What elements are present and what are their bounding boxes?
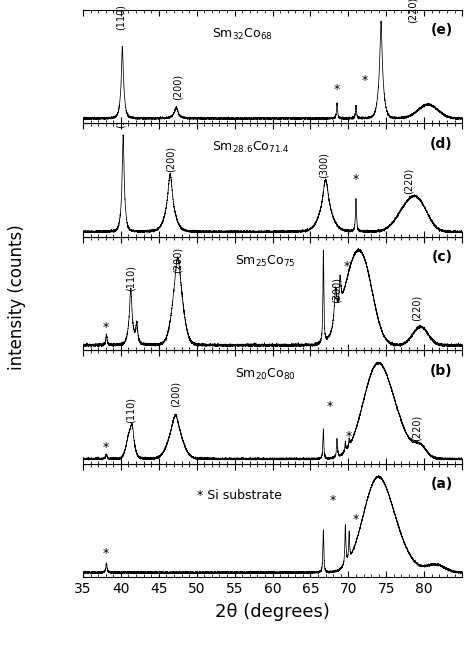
Text: Sm$_{28.6}$Co$_{71.4}$: Sm$_{28.6}$Co$_{71.4}$: [212, 140, 289, 155]
Text: *: *: [353, 513, 359, 526]
Text: (e): (e): [430, 23, 453, 37]
Text: (220): (220): [411, 295, 422, 321]
Text: Sm$_{32}$Co$_{68}$: Sm$_{32}$Co$_{68}$: [212, 26, 273, 42]
Text: (b): (b): [430, 364, 453, 378]
Text: (200): (200): [171, 381, 181, 407]
Text: *: *: [334, 83, 340, 96]
Text: (110): (110): [126, 265, 136, 291]
Text: *: *: [102, 441, 109, 453]
Text: *: *: [102, 547, 109, 561]
Text: (c): (c): [432, 250, 453, 264]
Text: *: *: [362, 74, 368, 87]
Text: * Si substrate: * Si substrate: [197, 489, 282, 502]
Text: (300): (300): [332, 277, 342, 303]
Text: (220): (220): [408, 0, 418, 23]
Text: *: *: [353, 173, 359, 186]
Text: (200): (200): [173, 74, 183, 101]
Text: intensity (counts): intensity (counts): [8, 224, 26, 370]
Text: (200): (200): [173, 247, 183, 273]
Text: *: *: [345, 430, 352, 443]
Text: (110): (110): [116, 102, 126, 128]
Text: *: *: [344, 260, 350, 273]
Text: (a): (a): [430, 477, 453, 491]
X-axis label: 2θ (degrees): 2θ (degrees): [215, 603, 330, 621]
Text: (220): (220): [404, 167, 414, 194]
Text: *: *: [326, 400, 333, 413]
Text: Sm$_{20}$Co$_{80}$: Sm$_{20}$Co$_{80}$: [235, 367, 295, 382]
Text: (300): (300): [319, 152, 329, 177]
Text: *: *: [330, 494, 337, 507]
Text: *: *: [320, 228, 327, 241]
Text: Sm$_{25}$Co$_{75}$: Sm$_{25}$Co$_{75}$: [235, 253, 295, 269]
Text: (d): (d): [430, 137, 453, 151]
Text: (110): (110): [116, 4, 126, 30]
Text: (200): (200): [165, 146, 175, 172]
Text: *: *: [102, 321, 109, 334]
Text: (110): (110): [126, 397, 136, 423]
Text: (220): (220): [411, 415, 422, 441]
